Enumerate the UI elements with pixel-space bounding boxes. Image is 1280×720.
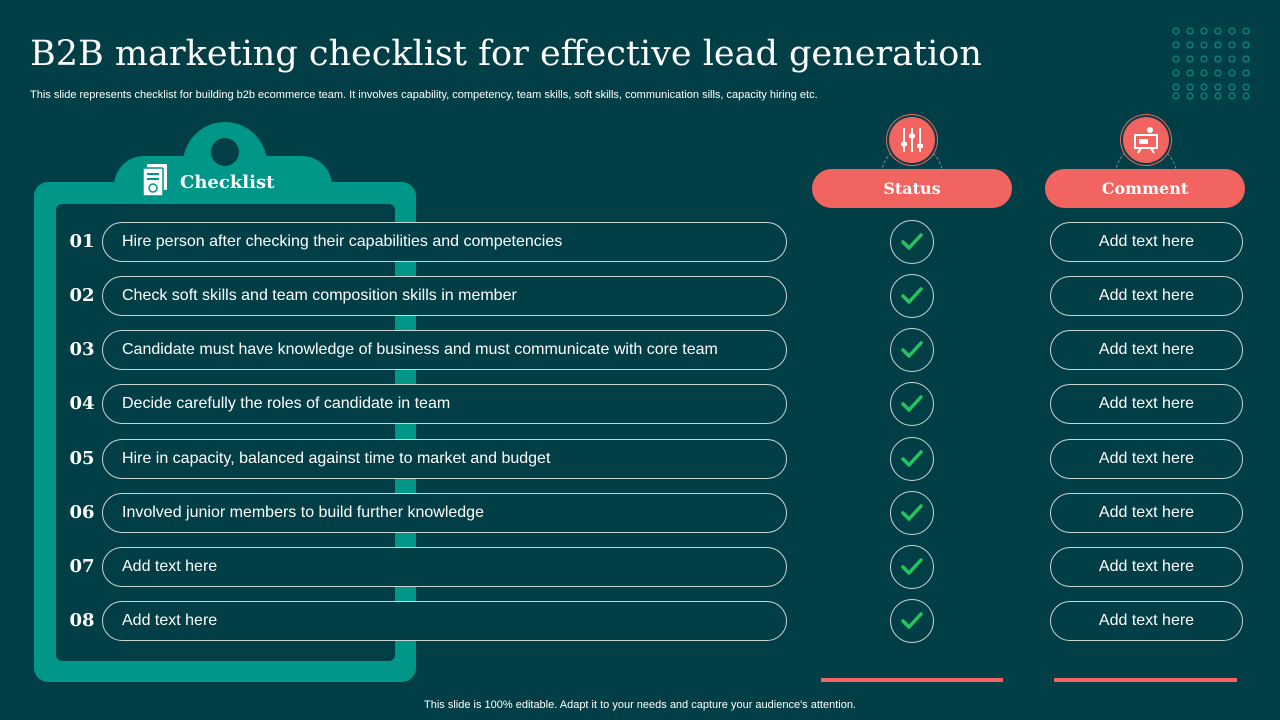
comment-field[interactable]: Add text here (1050, 330, 1243, 370)
checklist-item[interactable]: Add text here (102, 547, 787, 587)
check-icon (901, 287, 923, 304)
clipboard-hole (211, 138, 239, 166)
checklist-item[interactable]: Candidate must have knowledge of busines… (102, 330, 787, 370)
row-number: 01 (69, 231, 95, 252)
row-number: 07 (69, 556, 95, 577)
checklist-item[interactable]: Hire in capacity, balanced against time … (102, 439, 787, 479)
checklist-item[interactable]: Hire person after checking their capabil… (102, 222, 787, 262)
comment-field[interactable]: Add text here (1050, 493, 1243, 533)
comment-field[interactable]: Add text here (1050, 276, 1243, 316)
checklist-item[interactable]: Involved junior members to build further… (102, 493, 787, 533)
row-number: 06 (69, 502, 95, 523)
checklist-icon (142, 164, 167, 197)
status-check[interactable] (890, 491, 934, 535)
status-check[interactable] (890, 274, 934, 318)
checklist-item[interactable]: Check soft skills and team composition s… (102, 276, 787, 316)
checklist-item-text: Check soft skills and team composition s… (122, 287, 517, 304)
check-icon (901, 612, 923, 629)
footer-note: This slide is 100% editable. Adapt it to… (424, 699, 856, 711)
row-number: 05 (69, 448, 95, 469)
row-number: 03 (69, 339, 95, 360)
comment-field[interactable]: Add text here (1050, 222, 1243, 262)
comment-header: Comment (1045, 169, 1245, 208)
check-icon (901, 450, 923, 467)
check-icon (901, 395, 923, 412)
clipboard-paper (56, 204, 395, 661)
checklist-item-text: Hire in capacity, balanced against time … (122, 450, 551, 467)
row-number: 08 (69, 610, 95, 631)
check-icon (901, 504, 923, 521)
page-title: B2B marketing checklist for effective le… (30, 34, 982, 74)
checklist-item[interactable]: Add text here (102, 601, 787, 641)
status-check[interactable] (890, 220, 934, 264)
checklist-item-text: Candidate must have knowledge of busines… (122, 341, 718, 358)
status-check[interactable] (890, 437, 934, 481)
row-number: 04 (69, 393, 95, 414)
check-icon (901, 233, 923, 250)
row-number: 02 (69, 285, 95, 306)
checklist-item-text: Hire person after checking their capabil… (122, 233, 563, 250)
presentation-icon (1123, 117, 1169, 163)
comment-field[interactable]: Add text here (1050, 601, 1243, 641)
tools-icon (889, 117, 935, 163)
checklist-item-text: Add text here (122, 612, 218, 629)
checklist-item-text: Add text here (122, 558, 218, 575)
status-underline (821, 678, 1003, 682)
status-header: Status (812, 169, 1012, 208)
check-icon (901, 341, 923, 358)
check-icon (901, 558, 923, 575)
comment-field[interactable]: Add text here (1050, 384, 1243, 424)
decorative-dots (1172, 27, 1250, 100)
status-check[interactable] (890, 382, 934, 426)
comment-field[interactable]: Add text here (1050, 547, 1243, 587)
checklist-item-text: Decide carefully the roles of candidate … (122, 395, 451, 412)
comment-underline (1054, 678, 1237, 682)
status-check[interactable] (890, 328, 934, 372)
comment-field[interactable]: Add text here (1050, 439, 1243, 479)
checklist-item[interactable]: Decide carefully the roles of candidate … (102, 384, 787, 424)
status-check[interactable] (890, 599, 934, 643)
status-check[interactable] (890, 545, 934, 589)
checklist-label: Checklist (180, 172, 275, 193)
checklist-item-text: Involved junior members to build further… (122, 504, 484, 521)
page-subtitle: This slide represents checklist for buil… (30, 89, 818, 101)
